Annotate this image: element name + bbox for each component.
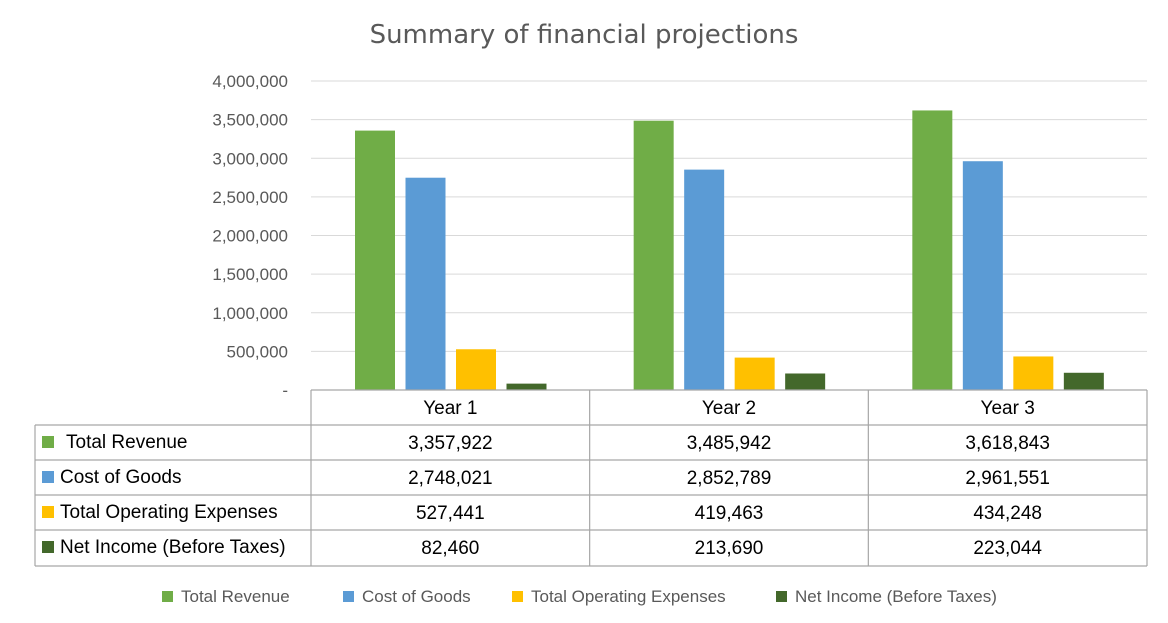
table-cell: 3,485,942 bbox=[687, 433, 772, 454]
y-tick-label: 3,500,000 bbox=[212, 111, 288, 130]
table-row-label: Cost of Goods bbox=[60, 467, 181, 488]
legend-label: Total Revenue bbox=[181, 587, 290, 606]
legend: Total Revenue Cost of Goods Total Operatin… bbox=[162, 587, 997, 606]
bar bbox=[962, 161, 1003, 390]
table-cell: 3,618,843 bbox=[965, 433, 1050, 454]
table-row-label: Total Operating Expenses bbox=[60, 502, 278, 523]
table-cell: 527,441 bbox=[416, 503, 485, 524]
bar bbox=[355, 130, 395, 390]
bar bbox=[912, 110, 953, 390]
chart-title: Summary of financial projections bbox=[370, 20, 799, 50]
legend-swatch bbox=[343, 591, 354, 602]
table-cell: 223,044 bbox=[973, 538, 1042, 559]
table-cell: 2,961,551 bbox=[965, 468, 1050, 489]
table-row-label: Net Income (Before Taxes) bbox=[60, 537, 286, 558]
table-legend-key bbox=[42, 436, 54, 448]
y-tick-label: 2,000,000 bbox=[212, 227, 288, 246]
bar bbox=[684, 169, 725, 390]
table-cell: 2,748,021 bbox=[408, 468, 493, 489]
bar bbox=[1063, 372, 1104, 390]
table-legend-key bbox=[42, 506, 54, 518]
legend-swatch bbox=[162, 591, 173, 602]
table-header-cell: Year 1 bbox=[423, 398, 477, 419]
legend-swatch bbox=[512, 591, 523, 602]
data-table: Year 1 Year 2 Year 3 Total Revenue 3,357,922… bbox=[34, 389, 1148, 567]
legend-label: Cost of Goods bbox=[362, 587, 471, 606]
table-cell: 213,690 bbox=[695, 538, 764, 559]
y-tick-label: - bbox=[282, 381, 288, 400]
bar bbox=[506, 383, 547, 390]
y-axis-ticks: - 500,000 1,000,000 1,500,000 2,000,000 2,500… bbox=[212, 72, 288, 400]
y-tick-label: 4,000,000 bbox=[212, 72, 288, 91]
table-cell: 419,463 bbox=[695, 503, 764, 524]
table-header-cell: Year 3 bbox=[981, 398, 1035, 419]
table-legend-key bbox=[42, 471, 54, 483]
bar bbox=[405, 177, 446, 390]
bar bbox=[633, 120, 674, 390]
table-row-label: Total Revenue bbox=[66, 432, 187, 453]
y-tick-label: 1,500,000 bbox=[212, 265, 288, 284]
table-header-cell: Year 2 bbox=[702, 398, 756, 419]
bar bbox=[734, 357, 775, 390]
table-cell: 2,852,789 bbox=[687, 468, 772, 489]
y-tick-label: 500,000 bbox=[227, 342, 288, 361]
table-cell: 434,248 bbox=[973, 503, 1042, 524]
legend-label: Total Operating Expenses bbox=[531, 587, 726, 606]
y-tick-label: 1,000,000 bbox=[212, 304, 288, 323]
table-cell: 3,357,922 bbox=[408, 433, 493, 454]
y-tick-label: 3,000,000 bbox=[212, 149, 288, 168]
bar bbox=[785, 373, 826, 390]
bar bbox=[1013, 356, 1054, 390]
bars bbox=[355, 110, 1104, 390]
legend-swatch bbox=[776, 591, 787, 602]
table-legend-key bbox=[42, 541, 54, 553]
gridlines bbox=[311, 80, 1147, 352]
table-cell: 82,460 bbox=[421, 538, 479, 559]
legend-label: Net Income (Before Taxes) bbox=[795, 587, 997, 606]
y-tick-label: 2,500,000 bbox=[212, 188, 288, 207]
bar bbox=[456, 349, 496, 390]
